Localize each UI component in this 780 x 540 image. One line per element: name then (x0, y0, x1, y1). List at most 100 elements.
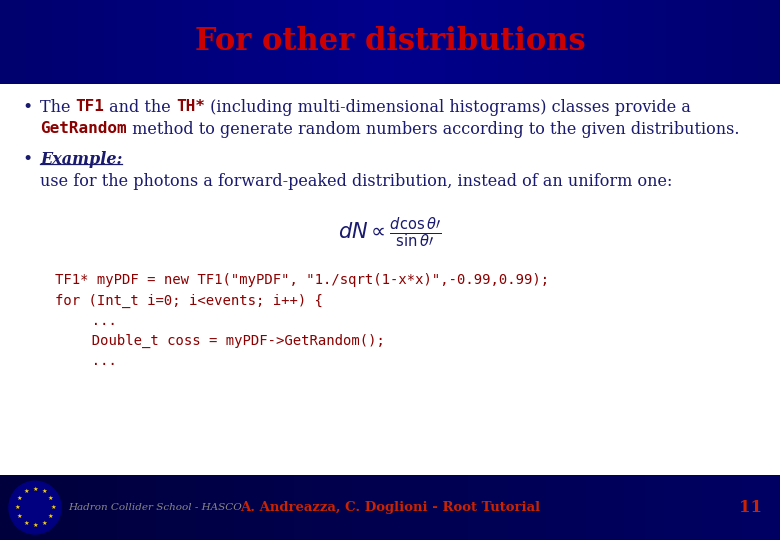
Bar (434, 0, 437, 84)
Bar (218, 0, 221, 84)
Bar (239, 475, 242, 540)
Bar (616, 475, 619, 540)
Bar (528, 475, 530, 540)
Bar (733, 475, 736, 540)
Bar (26, 475, 29, 540)
Bar (536, 0, 538, 84)
Bar (257, 475, 260, 540)
Bar (356, 0, 359, 84)
Bar (515, 0, 517, 84)
Bar (314, 0, 317, 84)
Bar (754, 475, 757, 540)
Bar (44, 0, 47, 84)
Bar (289, 475, 291, 540)
Bar (653, 0, 655, 84)
Bar (512, 0, 515, 84)
Bar (203, 475, 205, 540)
Bar (473, 0, 476, 84)
Bar (548, 0, 551, 84)
Bar (408, 475, 411, 540)
Bar (232, 0, 234, 84)
Bar (661, 475, 663, 540)
Bar (502, 0, 505, 84)
Bar (450, 475, 452, 540)
Bar (310, 0, 312, 84)
Bar (640, 475, 642, 540)
Bar (663, 475, 665, 540)
Bar (427, 475, 429, 540)
Bar (182, 0, 185, 84)
Bar (650, 475, 653, 540)
Bar (533, 475, 536, 540)
Bar (369, 475, 372, 540)
Bar (91, 0, 94, 84)
Bar (778, 475, 780, 540)
Bar (767, 0, 770, 84)
Bar (743, 0, 746, 84)
Text: TH*: TH* (176, 99, 205, 114)
Bar (232, 475, 234, 540)
Text: Hadron Collider School - HASCO: Hadron Collider School - HASCO (68, 503, 242, 512)
Bar (60, 0, 62, 84)
Bar (68, 0, 70, 84)
Bar (770, 0, 772, 84)
Bar (484, 475, 486, 540)
Text: A. Andreazza, C. Doglioni - Root Tutorial: A. Andreazza, C. Doglioni - Root Tutoria… (240, 501, 540, 514)
Bar (681, 0, 684, 84)
Bar (96, 475, 99, 540)
Bar (598, 475, 601, 540)
Bar (704, 0, 707, 84)
Bar (530, 475, 533, 540)
Bar (325, 475, 328, 540)
Text: ...: ... (75, 354, 117, 368)
Bar (749, 475, 751, 540)
Bar (476, 0, 478, 84)
Bar (437, 475, 439, 540)
Bar (221, 0, 224, 84)
Bar (577, 475, 580, 540)
Bar (655, 0, 658, 84)
Bar (138, 0, 140, 84)
Bar (382, 475, 385, 540)
Bar (174, 0, 177, 84)
Bar (317, 0, 320, 84)
Bar (312, 475, 314, 540)
Bar (585, 0, 587, 84)
Bar (260, 475, 263, 540)
Bar (395, 475, 398, 540)
Bar (18, 0, 21, 84)
Bar (299, 0, 302, 84)
Bar (626, 475, 629, 540)
Bar (55, 475, 57, 540)
Bar (255, 475, 257, 540)
Bar (335, 475, 338, 540)
Bar (749, 0, 751, 84)
Bar (244, 475, 247, 540)
Bar (650, 0, 653, 84)
Bar (70, 475, 73, 540)
Bar (52, 0, 55, 84)
Bar (746, 0, 749, 84)
Bar (257, 0, 260, 84)
Bar (632, 0, 634, 84)
Bar (161, 0, 164, 84)
Bar (616, 0, 619, 84)
Bar (130, 0, 133, 84)
Bar (707, 475, 710, 540)
Bar (587, 0, 590, 84)
Bar (622, 475, 624, 540)
Text: ...: ... (75, 314, 117, 328)
Bar (179, 0, 182, 84)
Bar (122, 0, 125, 84)
Bar (661, 0, 663, 84)
Bar (195, 0, 197, 84)
Bar (619, 475, 622, 540)
Bar (312, 0, 314, 84)
Bar (754, 0, 757, 84)
Bar (353, 0, 356, 84)
Bar (632, 475, 634, 540)
Text: ★: ★ (14, 505, 20, 510)
Bar (203, 0, 205, 84)
Bar (775, 475, 778, 540)
Bar (548, 475, 551, 540)
